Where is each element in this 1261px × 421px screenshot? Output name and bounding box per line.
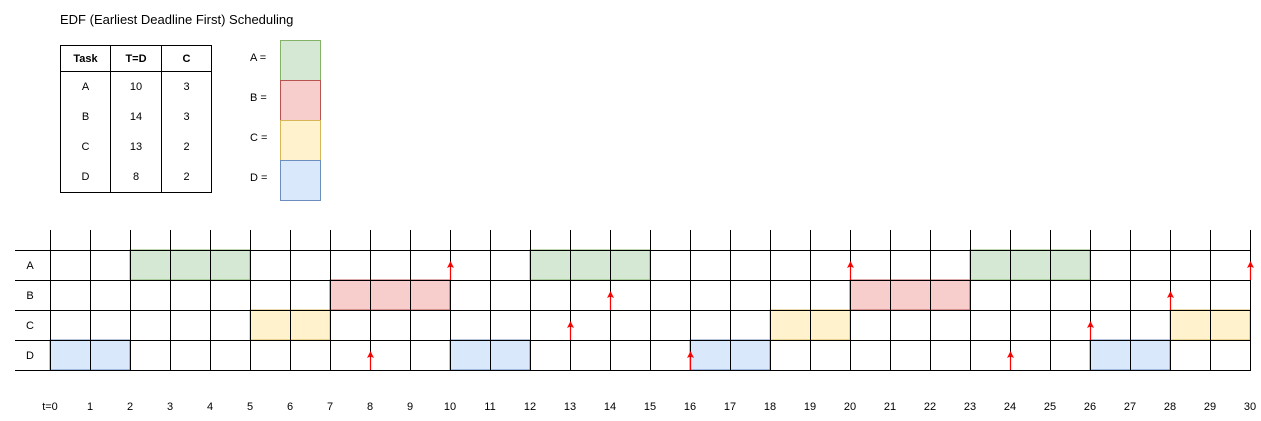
time-label: 22 <box>924 401 936 413</box>
time-label: 29 <box>1204 401 1216 413</box>
task-table-header-row: Task T=D C <box>60 45 212 72</box>
time-label: 5 <box>247 401 253 413</box>
time-label: 13 <box>564 401 576 413</box>
time-label: 1 <box>87 401 93 413</box>
deadline-arrow-head <box>687 351 694 358</box>
deadline-arrow-head <box>1007 351 1014 358</box>
time-label: 17 <box>724 401 736 413</box>
time-label: 7 <box>327 401 333 413</box>
time-label: 16 <box>684 401 696 413</box>
execution-block-a <box>529 249 651 281</box>
time-label: 6 <box>287 401 293 413</box>
cell-period: 14 <box>110 102 162 132</box>
deadline-arrow-head <box>607 291 614 298</box>
time-label: 14 <box>604 401 616 413</box>
cell-cost: 2 <box>161 132 212 162</box>
time-label: 12 <box>524 401 536 413</box>
legend-swatch-d <box>280 160 321 201</box>
time-label: 24 <box>1004 401 1016 413</box>
header-task: Task <box>60 45 111 72</box>
row-label-a: A <box>26 260 34 272</box>
cell-task: B <box>60 102 111 132</box>
cell-task: D <box>60 162 111 193</box>
cell-cost: 2 <box>161 162 212 193</box>
table-row: A 10 3 <box>60 71 212 102</box>
time-label: 2 <box>127 401 133 413</box>
time-label: 9 <box>407 401 413 413</box>
table-row: D 8 2 <box>60 162 212 193</box>
task-table: Task T=D C A 10 3 B 14 3 C 13 2 D 8 2 <box>60 45 212 193</box>
legend-swatch-b <box>280 80 321 121</box>
time-label: 27 <box>1124 401 1136 413</box>
time-label: 23 <box>964 401 976 413</box>
cell-cost: 3 <box>161 102 212 132</box>
time-label: 30 <box>1244 401 1256 413</box>
deadline-arrow-head <box>447 261 454 268</box>
execution-block-b <box>849 279 971 311</box>
time-label: 25 <box>1044 401 1056 413</box>
table-row: C 13 2 <box>60 132 212 162</box>
row-label-d: D <box>26 350 34 362</box>
row-label-c: C <box>26 320 34 332</box>
legend-label: D = <box>250 172 268 184</box>
time-label: 20 <box>844 401 856 413</box>
time-label: 8 <box>367 401 373 413</box>
header-cost: C <box>161 45 212 72</box>
time-label: 19 <box>804 401 816 413</box>
deadline-arrow-head <box>1247 261 1254 268</box>
row-label-b: B <box>26 290 33 302</box>
time-label: 11 <box>484 401 495 413</box>
time-label: 4 <box>207 401 213 413</box>
execution-block-a <box>129 249 251 281</box>
time-label: 3 <box>167 401 173 413</box>
cell-task: A <box>60 71 111 102</box>
deadline-arrow-head <box>367 351 374 358</box>
deadline-arrow-head <box>847 261 854 268</box>
time-label: 28 <box>1164 401 1176 413</box>
time-label: 21 <box>884 401 896 413</box>
time-label: 10 <box>444 401 456 413</box>
execution-block-a <box>969 249 1091 281</box>
legend-label: B = <box>250 92 267 104</box>
time-label: 26 <box>1084 401 1096 413</box>
legend-label: C = <box>250 132 268 144</box>
deadline-arrow-head <box>567 321 574 328</box>
cell-period: 10 <box>110 71 162 102</box>
deadline-arrow-head <box>1167 291 1174 298</box>
cell-period: 8 <box>110 162 162 193</box>
cell-period: 13 <box>110 132 162 162</box>
deadline-arrow-head <box>1087 321 1094 328</box>
table-row: B 14 3 <box>60 102 212 132</box>
execution-block-b <box>329 279 451 311</box>
legend-item-b: B = <box>230 80 330 121</box>
cell-cost: 3 <box>161 71 212 102</box>
legend-label: A = <box>250 52 267 64</box>
time-label: t=0 <box>42 401 58 413</box>
legend-item-d: D = <box>230 160 330 201</box>
time-label: 18 <box>764 401 776 413</box>
header-period: T=D <box>110 45 162 72</box>
diagram-title: EDF (Earliest Deadline First) Scheduling <box>60 12 294 27</box>
time-label: 15 <box>644 401 656 413</box>
